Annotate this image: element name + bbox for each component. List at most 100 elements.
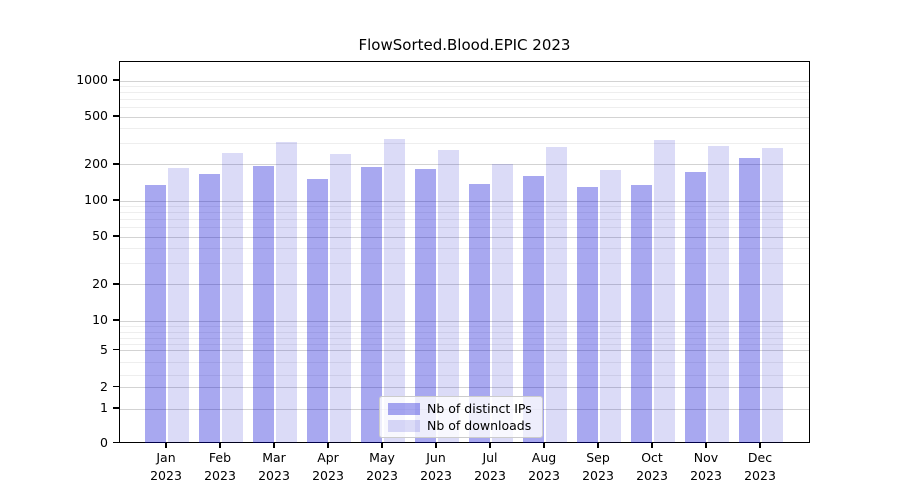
- bar-nb-of-downloads-apr-2023: [330, 154, 351, 443]
- bar-nb-of-downloads-sep-2023: [600, 170, 621, 443]
- xtick-month: Dec: [747, 450, 773, 465]
- xtick-mark-jul-2023: [489, 443, 491, 448]
- xtick-month: Oct: [641, 450, 663, 465]
- xtick-mark-jan-2023: [165, 443, 167, 448]
- bar-nb-of-downloads-aug-2023: [546, 146, 567, 443]
- gridline-major-50: [120, 236, 809, 238]
- xtick-month: Mar: [262, 450, 286, 465]
- xtick-label-may-2023: May 2023: [355, 449, 409, 484]
- ytick-label-5: 5: [100, 341, 108, 357]
- legend: Nb of distinct IPs Nb of downloads: [379, 396, 543, 438]
- gridline-minor-800: [120, 92, 809, 94]
- bar-nb-of-distinct-ips-jul-2023: [469, 184, 490, 443]
- xtick-month: Jul: [482, 450, 498, 465]
- gridline-minor-90: [120, 205, 809, 207]
- gridline-minor-80: [120, 212, 809, 214]
- bar-nb-of-distinct-ips-mar-2023: [253, 165, 274, 443]
- gridline-major-200: [120, 164, 809, 166]
- xtick-month: Nov: [693, 450, 719, 465]
- xtick-label-nov-2023: Nov 2023: [679, 449, 733, 484]
- ytick-label-10: 10: [92, 312, 108, 327]
- gridline-minor-700: [120, 99, 809, 101]
- ytick-label-2: 2: [100, 378, 108, 394]
- gridline-major-1000: [120, 80, 809, 82]
- xtick-month: Apr: [317, 450, 339, 465]
- gridline-minor-40: [120, 248, 809, 250]
- xtick-label-sep-2023: Sep 2023: [571, 449, 625, 484]
- legend-item-nb-of-distinct-ips: Nb of distinct IPs: [388, 401, 534, 416]
- xtick-mark-aug-2023: [543, 443, 545, 448]
- gridline-minor-6: [120, 344, 809, 346]
- bar-nb-of-distinct-ips-dec-2023: [739, 158, 760, 443]
- legend-item-nb-of-downloads: Nb of downloads: [388, 418, 534, 433]
- plot-area: [119, 61, 810, 443]
- ytick-label-200: 200: [84, 155, 108, 171]
- gridline-minor-4: [120, 362, 809, 364]
- xtick-year: 2023: [528, 467, 560, 483]
- gridline-minor-900: [120, 85, 809, 87]
- bar-nb-of-downloads-nov-2023: [708, 146, 729, 443]
- gridline-minor-60: [120, 227, 809, 229]
- ytick-mark-0: [113, 441, 119, 444]
- xtick-year: 2023: [636, 467, 668, 483]
- gridline-minor-300: [120, 143, 809, 145]
- xtick-month: May: [369, 450, 395, 465]
- gridline-minor-8: [120, 332, 809, 334]
- xtick-month: Jun: [426, 450, 446, 465]
- ytick-mark-200: [113, 163, 119, 165]
- gridline-minor-9: [120, 326, 809, 328]
- ytick-mark-500: [113, 115, 119, 117]
- gridline-major-5: [120, 350, 809, 351]
- legend-label-nb-of-distinct-ips: Nb of distinct IPs: [427, 401, 532, 416]
- bar-nb-of-distinct-ips-sep-2023: [577, 186, 598, 443]
- ytick-mark-2: [113, 385, 119, 388]
- xtick-year: 2023: [258, 467, 290, 483]
- xtick-year: 2023: [474, 467, 506, 483]
- bar-nb-of-distinct-ips-apr-2023: [307, 178, 328, 443]
- ytick-label-1: 1: [100, 400, 108, 415]
- xtick-mark-may-2023: [381, 443, 383, 448]
- xtick-month: Jan: [156, 450, 176, 465]
- bar-nb-of-distinct-ips-jan-2023: [145, 185, 166, 443]
- xtick-mark-jun-2023: [435, 443, 437, 448]
- xtick-month: Sep: [586, 450, 610, 465]
- xtick-year: 2023: [312, 467, 344, 483]
- xtick-label-jul-2023: Jul 2023: [463, 449, 517, 484]
- ytick-label-1000: 1000: [76, 72, 108, 87]
- xtick-year: 2023: [420, 467, 452, 483]
- xtick-mark-apr-2023: [327, 443, 329, 448]
- ytick-label-100: 100: [84, 192, 108, 207]
- ytick-mark-5: [113, 348, 119, 351]
- ytick-mark-10: [113, 319, 119, 321]
- chart-title: FlowSorted.Blood.EPIC 2023: [358, 36, 571, 54]
- bar-nb-of-downloads-may-2023: [384, 138, 405, 443]
- xtick-mark-nov-2023: [705, 443, 707, 448]
- bar-nb-of-downloads-jul-2023: [492, 164, 513, 443]
- bar-nb-of-distinct-ips-jun-2023: [415, 169, 436, 443]
- gridline-minor-30: [120, 263, 809, 265]
- ytick-label-50: 50: [92, 228, 108, 244]
- bar-nb-of-distinct-ips-nov-2023: [685, 172, 706, 443]
- legend-swatch-nb-of-distinct-ips: [388, 402, 420, 415]
- bar-nb-of-downloads-feb-2023: [222, 153, 243, 443]
- xtick-label-oct-2023: Oct 2023: [625, 449, 679, 484]
- xtick-month: Feb: [208, 450, 232, 465]
- ytick-mark-50: [113, 235, 119, 237]
- gridline-minor-600: [120, 107, 809, 109]
- xtick-year: 2023: [204, 467, 236, 483]
- legend-swatch-nb-of-downloads: [388, 419, 420, 432]
- xtick-year: 2023: [690, 467, 722, 483]
- bar-nb-of-distinct-ips-may-2023: [361, 166, 382, 443]
- xtick-label-aug-2023: Aug 2023: [517, 449, 571, 484]
- ytick-label-500: 500: [84, 108, 108, 124]
- bar-nb-of-distinct-ips-feb-2023: [199, 174, 220, 443]
- xtick-year: 2023: [744, 467, 776, 483]
- xtick-label-dec-2023: Dec 2023: [733, 449, 787, 484]
- xtick-label-mar-2023: Mar 2023: [247, 449, 301, 484]
- ytick-label-20: 20: [92, 275, 108, 291]
- bar-nb-of-distinct-ips-oct-2023: [631, 184, 652, 443]
- gridline-minor-70: [120, 219, 809, 221]
- ytick-mark-1: [113, 407, 119, 409]
- legend-label-nb-of-downloads: Nb of downloads: [427, 418, 532, 433]
